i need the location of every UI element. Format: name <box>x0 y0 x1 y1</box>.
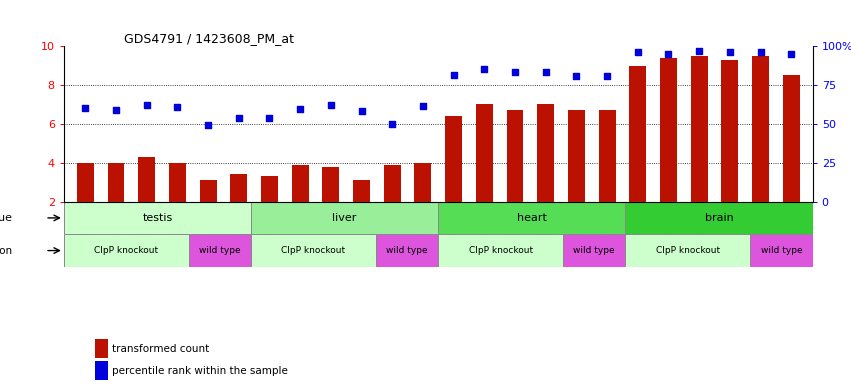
Point <box>447 72 460 78</box>
Point <box>263 115 277 121</box>
Bar <box>384 165 401 202</box>
Text: wild type: wild type <box>199 246 241 255</box>
Point <box>539 69 552 75</box>
Point <box>785 51 798 57</box>
Bar <box>200 180 216 202</box>
Bar <box>323 167 340 202</box>
Point <box>202 122 215 128</box>
Bar <box>691 56 707 202</box>
Point <box>140 102 153 108</box>
Bar <box>752 56 769 202</box>
Bar <box>138 157 155 202</box>
Bar <box>64 202 251 234</box>
Text: wild type: wild type <box>574 246 615 255</box>
Text: ClpP knockout: ClpP knockout <box>469 246 533 255</box>
Bar <box>783 75 800 202</box>
Point <box>232 115 246 121</box>
Bar <box>251 202 438 234</box>
Bar <box>251 234 376 267</box>
Point <box>508 69 522 75</box>
Point <box>386 121 399 127</box>
Bar <box>537 104 554 202</box>
Bar <box>438 234 563 267</box>
Text: heart: heart <box>517 213 547 223</box>
Point <box>600 73 614 79</box>
Bar <box>506 110 523 202</box>
Point <box>324 102 338 108</box>
Text: brain: brain <box>705 213 734 223</box>
Point <box>723 49 737 55</box>
Bar <box>625 202 813 234</box>
Text: percentile rank within the sample: percentile rank within the sample <box>112 366 288 376</box>
Bar <box>414 163 431 202</box>
Bar <box>95 361 107 380</box>
Bar <box>625 234 751 267</box>
Point <box>78 105 92 111</box>
Point <box>569 73 583 79</box>
Bar <box>261 176 278 202</box>
Text: testis: testis <box>142 213 173 223</box>
Point <box>355 108 368 114</box>
Bar <box>64 234 189 267</box>
Text: liver: liver <box>333 213 357 223</box>
Point <box>693 48 706 54</box>
Bar <box>376 234 438 267</box>
Bar <box>292 165 309 202</box>
Point <box>416 103 430 109</box>
Text: wild type: wild type <box>386 246 428 255</box>
Bar <box>231 174 247 202</box>
Point <box>109 107 123 113</box>
Point <box>661 51 675 57</box>
Bar <box>445 116 462 202</box>
Point <box>754 49 768 55</box>
Bar <box>751 234 813 267</box>
Bar <box>169 163 186 202</box>
Bar <box>476 104 493 202</box>
Bar <box>189 234 251 267</box>
Text: genotype/variation: genotype/variation <box>0 245 13 256</box>
Text: ClpP knockout: ClpP knockout <box>656 246 720 255</box>
Text: GDS4791 / 1423608_PM_at: GDS4791 / 1423608_PM_at <box>123 32 294 45</box>
Bar <box>95 339 107 358</box>
Point <box>631 49 644 55</box>
Bar <box>77 163 94 202</box>
Bar <box>630 66 646 202</box>
Bar <box>353 180 370 202</box>
Bar <box>438 202 625 234</box>
Text: ClpP knockout: ClpP knockout <box>94 246 158 255</box>
Bar <box>660 58 677 202</box>
Bar <box>568 110 585 202</box>
Text: transformed count: transformed count <box>112 344 209 354</box>
Text: ClpP knockout: ClpP knockout <box>282 246 346 255</box>
Bar <box>107 163 124 202</box>
Bar <box>598 110 615 202</box>
Point <box>294 106 307 113</box>
Bar <box>722 60 739 202</box>
Text: wild type: wild type <box>761 246 802 255</box>
Text: tissue: tissue <box>0 213 13 223</box>
Point <box>477 66 491 73</box>
Bar <box>563 234 625 267</box>
Point <box>170 104 184 110</box>
